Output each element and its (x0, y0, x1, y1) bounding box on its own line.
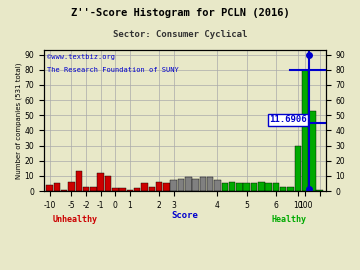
Bar (105, 176, 111, 191)
Bar (185, 177, 192, 191)
Bar (251, 184, 257, 191)
Bar (294, 146, 301, 191)
Bar (287, 187, 294, 191)
Bar (149, 187, 155, 191)
Bar (127, 190, 133, 191)
Bar (170, 180, 177, 191)
Bar (214, 180, 221, 191)
Bar (90, 187, 97, 191)
Bar (243, 184, 250, 191)
Y-axis label: Number of companies (531 total): Number of companies (531 total) (15, 62, 22, 179)
Bar (112, 188, 118, 191)
Bar (141, 184, 148, 191)
Bar (229, 182, 235, 191)
Text: Unhealthy: Unhealthy (52, 215, 97, 224)
Bar (54, 184, 60, 191)
Bar (68, 182, 75, 191)
Bar (236, 184, 243, 191)
Bar (178, 179, 184, 191)
Bar (163, 184, 170, 191)
Bar (61, 190, 67, 191)
Bar (199, 177, 206, 191)
Bar (192, 179, 199, 191)
Bar (207, 177, 213, 191)
Bar (273, 184, 279, 191)
Bar (83, 187, 89, 191)
Text: ©www.textbiz.org: ©www.textbiz.org (46, 54, 114, 60)
Text: Sector: Consumer Cyclical: Sector: Consumer Cyclical (113, 30, 247, 39)
Bar (309, 111, 316, 191)
Bar (46, 185, 53, 191)
Text: 11.6906: 11.6906 (269, 115, 307, 124)
Bar (119, 188, 126, 191)
Bar (221, 184, 228, 191)
Bar (98, 173, 104, 191)
Bar (134, 188, 140, 191)
Bar (258, 182, 265, 191)
Bar (265, 184, 272, 191)
Bar (280, 187, 287, 191)
Text: Healthy: Healthy (271, 215, 306, 224)
Bar (76, 171, 82, 191)
Bar (316, 190, 323, 191)
Text: The Research Foundation of SUNY: The Research Foundation of SUNY (46, 67, 178, 73)
Text: Z''-Score Histogram for PCLN (2016): Z''-Score Histogram for PCLN (2016) (71, 8, 289, 18)
Bar (156, 182, 162, 191)
X-axis label: Score: Score (171, 211, 198, 220)
Bar (302, 70, 309, 191)
